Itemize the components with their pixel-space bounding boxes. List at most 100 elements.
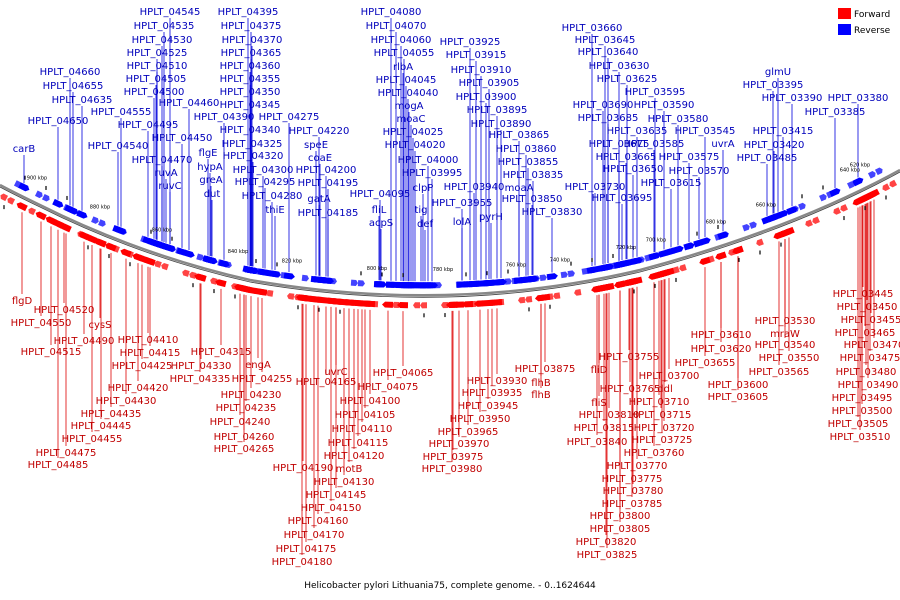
reverse-gene-label: def	[417, 219, 434, 230]
tick-mark	[885, 195, 887, 200]
tick-mark	[423, 313, 425, 318]
reverse-gene-label: HPLT_04540	[88, 141, 149, 152]
tick-mark	[801, 194, 803, 199]
forward-gene-label: HPLT_03455	[841, 315, 900, 326]
reverse-gene-label: acpS	[369, 218, 393, 229]
reverse-gene-arrow	[847, 181, 855, 189]
forward-gene-label: HPLT_04520	[34, 305, 95, 316]
kbp-tick-label: 700 kbp	[646, 238, 666, 244]
forward-gene-label: HPLT_03715	[631, 410, 692, 421]
forward-gene-arrow	[626, 277, 638, 286]
reverse-gene-arrow	[313, 276, 325, 284]
reverse-gene-arrow	[829, 188, 841, 197]
legend: Forward Reverse	[838, 8, 891, 36]
reverse-gene-label: HPLT_04320	[223, 151, 284, 162]
reverse-gene-arrow	[350, 279, 358, 286]
reverse-gene-label: HPLT_04460	[159, 98, 220, 109]
forward-gene-label: HPLT_03815	[574, 423, 635, 434]
reverse-gene-label: HPLT_04080	[361, 7, 422, 18]
forward-gene-arrow	[882, 183, 891, 192]
reverse-gene-arrow	[852, 177, 864, 187]
reverse-gene-arrow	[777, 209, 789, 219]
forward-gene-label: HPLT_03445	[833, 289, 894, 300]
forward-gene-label: HPLT_04150	[301, 503, 362, 514]
tick-mark	[822, 185, 824, 190]
forward-gene-arrow	[28, 207, 37, 216]
forward-gene-label: HPLT_03510	[830, 432, 891, 443]
reverse-gene-label: HPLT_04185	[298, 208, 359, 219]
forward-gene-arrow	[189, 271, 197, 279]
kbp-tick-label: 900 kbp	[27, 176, 47, 182]
reverse-gene-label: HPLT_03665	[596, 152, 657, 163]
reverse-gene-label: HPLT_04345	[220, 100, 281, 111]
reverse-gene-label: HPLT_04650	[28, 116, 89, 127]
reverse-gene-label: greA	[199, 175, 222, 186]
reverse-gene-label: HPLT_03895	[467, 105, 528, 116]
reverse-gene-label: uvrA	[711, 139, 734, 150]
reverse-gene-arrow	[375, 281, 387, 288]
forward-gene-arrow	[266, 290, 274, 297]
reverse-gene-label: HPLT_03830	[522, 207, 583, 218]
reverse-gene-arrow	[357, 280, 365, 287]
reverse-gene-arrow	[247, 266, 259, 274]
genome-backbone-shadow	[0, 171, 900, 298]
reverse-gene-label: HPLT_03385	[805, 107, 866, 118]
reverse-gene-arrow	[526, 275, 538, 283]
forward-gene-arrow	[154, 260, 162, 268]
kbp-tick-label: 660 kbp	[756, 202, 776, 208]
reverse-gene-arrow	[426, 282, 438, 289]
forward-gene-arrow	[16, 202, 28, 212]
forward-gene-arrow	[392, 301, 400, 309]
forward-gene-label: HPLT_04235	[216, 403, 277, 414]
forward-gene-label: HPLT_03945	[458, 401, 519, 412]
tick-mark	[381, 272, 383, 277]
tick-mark	[234, 294, 236, 299]
reverse-gene-arrow	[513, 277, 525, 284]
forward-gene-label: uvrC	[324, 367, 347, 378]
reverse-gene-label: speE	[304, 140, 328, 151]
reverse-gene-label: HPLT_03850	[502, 194, 563, 205]
reverse-gene-label: HPLT_04505	[126, 74, 187, 85]
reverse-gene-arrow	[874, 167, 883, 176]
forward-gene-label: HPLT_04145	[306, 490, 367, 501]
reverse-gene-label: flgE	[199, 148, 218, 159]
reverse-gene-arrow	[218, 259, 230, 268]
reverse-gene-label: ruvA	[154, 168, 177, 179]
reverse-gene-arrow	[627, 258, 639, 266]
reverse-gene-label: HPLT_04555	[91, 107, 152, 118]
forward-gene-label: HPLT_04335	[170, 374, 231, 385]
forward-gene-label: HPLT_03505	[828, 419, 889, 430]
reverse-gene-label: clpP	[413, 183, 434, 194]
reverse-gene-label: HPLT_04530	[132, 35, 193, 46]
forward-gene-arrow	[382, 301, 394, 308]
kbp-tick-label: 840 kbp	[228, 249, 248, 255]
reverse-gene-arrow	[91, 216, 99, 224]
tick-mark	[528, 307, 530, 312]
reverse-gene-arrow	[456, 281, 468, 288]
reverse-gene-label: moaA	[505, 183, 534, 194]
reverse-gene-label: HPLT_03730	[565, 182, 626, 193]
reverse-gene-arrow	[98, 219, 106, 227]
forward-gene-label: HPLT_04065	[373, 368, 434, 379]
forward-gene-arrow	[462, 301, 474, 308]
forward-gene-label: HPLT_03980	[422, 464, 483, 475]
reverse-gene-label: HPLT_04355	[220, 74, 281, 85]
reverse-gene-label: ruvC	[158, 181, 181, 192]
reverse-gene-label: HPLT_03625	[597, 74, 658, 85]
forward-gene-arrow	[614, 280, 626, 289]
forward-gene-arrow	[296, 294, 308, 302]
reverse-gene-arrow	[176, 247, 188, 256]
forward-gene-arrow	[525, 296, 533, 303]
reverse-gene-label: HPLT_03650	[603, 164, 664, 175]
forward-gene-arrow	[656, 269, 668, 278]
forward-gene-arrow	[783, 226, 795, 236]
forward-gene-label: HPLT_03720	[634, 423, 695, 434]
reverse-gene-label: HPLT_04325	[222, 139, 283, 150]
reverse-gene-label: HPLT_03695	[592, 193, 653, 204]
reverse-gene-arrow	[485, 279, 497, 287]
tick-mark	[633, 289, 635, 294]
forward-gene-arrow	[833, 207, 841, 215]
reverse-gene-label: HPLT_03890	[471, 119, 532, 130]
tick-mark	[654, 283, 656, 288]
reverse-gene-label: HPLT_04390	[194, 112, 255, 123]
